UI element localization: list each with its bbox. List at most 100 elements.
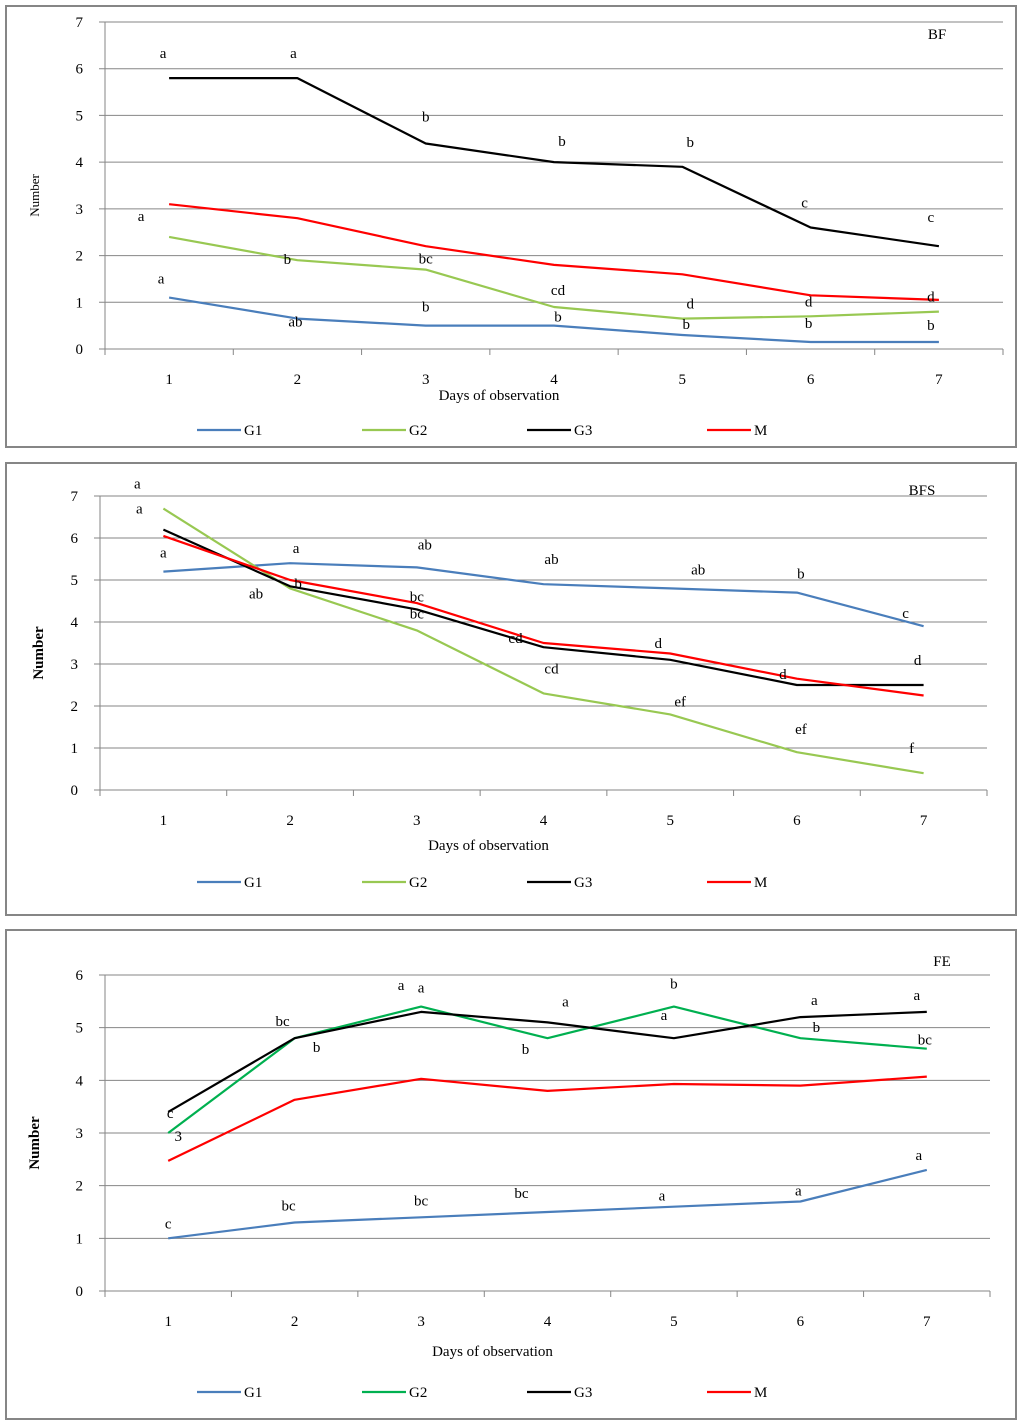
- x-tick-label: 1: [165, 372, 173, 388]
- y-tick-label: 7: [76, 15, 84, 31]
- series-line-g1: [163, 562, 924, 628]
- chart-bf: 0 1 2 3 4 5 6 7 1 2 3 4 5 6 7 Days of observation Number…: [27, 15, 1004, 439]
- significance-letter-g3: c: [801, 196, 808, 212]
- significance-letter-g1: ab: [418, 537, 432, 553]
- y-tick-label: 1: [71, 741, 79, 757]
- x-axis-title: Days of observation: [432, 1344, 553, 1360]
- x-axis-title: Days of observation: [439, 388, 560, 404]
- x-tick-label: 7: [935, 372, 943, 388]
- significance-letter-g2: b: [813, 1020, 821, 1036]
- significance-letter-g1: bc: [514, 1186, 529, 1202]
- y-tick-label: 3: [76, 1126, 84, 1142]
- legend-label-g1: G1: [244, 423, 262, 439]
- significance-letter-g1: a: [160, 546, 167, 562]
- y-tick-label: 4: [76, 1073, 84, 1089]
- y-tick-label: 7: [71, 489, 79, 505]
- significance-letter-g3: bc: [410, 589, 425, 605]
- series-line-m: [167, 1075, 927, 1162]
- x-tick-label: 3: [413, 813, 421, 829]
- x-tick-label: 4: [550, 372, 558, 388]
- significance-letter-g3: c: [928, 210, 935, 226]
- significance-letter-g1: b: [422, 300, 430, 316]
- significance-letter-g2: ab: [249, 586, 263, 602]
- significance-letter-g3: a: [398, 978, 405, 994]
- y-axis-title: Number: [27, 1116, 43, 1170]
- significance-letter-g1: b: [683, 317, 691, 333]
- significance-letter-g1: b: [797, 567, 805, 583]
- significance-letter-g1: a: [915, 1148, 922, 1164]
- significance-letter-g3: a: [160, 46, 167, 62]
- significance-letter-g2: b: [313, 1040, 321, 1056]
- y-tick-label: 0: [76, 1284, 84, 1300]
- significance-letter-g3: c: [167, 1106, 174, 1122]
- x-tick-label: 6: [793, 813, 801, 829]
- chart-title: FE: [933, 954, 951, 970]
- significance-letter-g3: d: [654, 636, 662, 652]
- significance-letter-g1: a: [293, 541, 300, 557]
- significance-letter-g2: ef: [795, 722, 807, 738]
- series-line-g3: [162, 528, 924, 687]
- significance-letter-g1: ab: [288, 315, 302, 331]
- series-line-m: [163, 534, 924, 697]
- x-tick-label: 6: [807, 372, 815, 388]
- significance-letter-g2: b: [284, 252, 292, 268]
- significance-letter-g1: bc: [414, 1193, 429, 1209]
- series-line-g2: [168, 235, 939, 320]
- significance-letter-g3: b: [687, 135, 695, 151]
- x-tick-label: 6: [797, 1314, 805, 1330]
- y-tick-label: 6: [76, 968, 84, 984]
- y-tick-label: 3: [71, 657, 79, 673]
- legend-label-g3: G3: [574, 1385, 592, 1401]
- series-line-g1: [168, 296, 939, 344]
- significance-letter-g2: 3: [174, 1129, 182, 1145]
- y-tick-label: 5: [76, 1021, 84, 1037]
- chart-panel-fe: 0 1 2 3 4 5 6 1 2 3 4 5 6 7 Days of observation Number F…: [5, 929, 1017, 1420]
- y-tick-label: 1: [76, 295, 84, 311]
- x-tick-label: 1: [160, 813, 168, 829]
- x-axis-title: Days of observation: [428, 838, 549, 854]
- y-tick-label: 2: [76, 249, 84, 265]
- y-tick-label: 0: [71, 783, 79, 799]
- significance-letter-g3: a: [136, 502, 143, 518]
- y-axis-title: Number: [31, 626, 47, 680]
- y-tick-label: 0: [76, 342, 84, 358]
- y-tick-label: 2: [76, 1179, 84, 1195]
- significance-letter-g1: a: [795, 1183, 802, 1199]
- significance-letter-g1: bc: [282, 1199, 297, 1215]
- x-tick-label: 5: [666, 813, 674, 829]
- significance-letter-g1: ab: [691, 562, 705, 578]
- legend-label-g1: G1: [244, 875, 262, 891]
- significance-letter-g1: b: [805, 316, 813, 332]
- y-tick-label: 6: [76, 62, 84, 78]
- significance-letter-g2: b: [670, 977, 678, 993]
- chart-bfs: 0 1 2 3 4 5 6 7 1 2 3 4 5 6 7 Days of observation Number…: [31, 477, 988, 891]
- x-tick-label: 4: [540, 813, 548, 829]
- significance-letter-g2: a: [134, 477, 141, 493]
- significance-letter-g2: f: [909, 741, 914, 757]
- series-line-g3: [167, 1010, 927, 1113]
- chart-panel-bf: 0 1 2 3 4 5 6 7 1 2 3 4 5 6 7 Days of observation Number…: [5, 5, 1017, 448]
- legend-label-g3: G3: [574, 423, 592, 439]
- y-tick-label: 4: [76, 155, 84, 171]
- y-tick-label: 6: [71, 531, 79, 547]
- chart-title: BFS: [909, 483, 936, 499]
- significance-letter-g2: d: [687, 297, 695, 313]
- significance-letter-g2: cd: [544, 661, 559, 677]
- significance-letter-g1: b: [927, 318, 935, 334]
- legend-label-m: M: [754, 875, 767, 891]
- y-axis-title: Number: [27, 174, 42, 217]
- significance-letter-g2: cd: [551, 283, 566, 299]
- chart-fe: 0 1 2 3 4 5 6 1 2 3 4 5 6 7 Days of observation Number F…: [27, 954, 991, 1401]
- legend-label-g2: G2: [409, 423, 427, 439]
- x-tick-label: 2: [294, 372, 302, 388]
- significance-letter-g1: c: [165, 1216, 172, 1232]
- x-tick-label: 7: [920, 813, 928, 829]
- x-tick-label: 3: [422, 372, 430, 388]
- significance-letter-g3: a: [913, 988, 920, 1004]
- series-line-m: [168, 203, 939, 301]
- significance-letter-g2: ef: [674, 694, 686, 710]
- significance-letter-g3: b: [294, 576, 302, 592]
- significance-letter-g3: bc: [276, 1014, 291, 1030]
- significance-letter-g2: bc: [410, 606, 425, 622]
- significance-letter-g3: a: [811, 993, 818, 1009]
